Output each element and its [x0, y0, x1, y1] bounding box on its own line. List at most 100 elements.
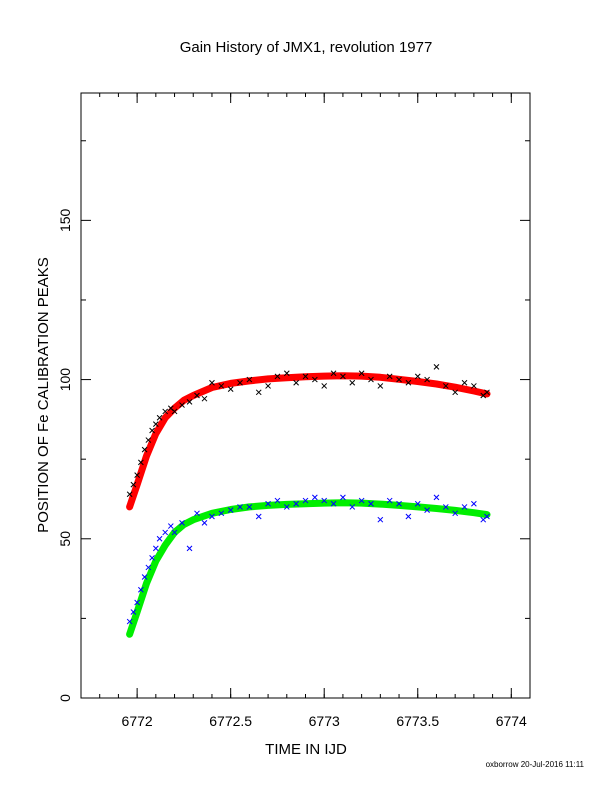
data-point-marker [433, 363, 440, 370]
data-point-marker [138, 459, 144, 466]
data-point-marker [145, 437, 152, 443]
data-point-marker [321, 383, 328, 389]
data-point-marker [167, 523, 174, 529]
data-point-marker [349, 379, 356, 386]
data-point-marker [368, 500, 374, 507]
data-point-marker [293, 500, 299, 507]
data-point-marker [134, 599, 140, 606]
data-point-marker [461, 504, 468, 510]
data-point-marker [283, 504, 290, 510]
data-point-marker [293, 379, 299, 386]
data-point-marker [377, 516, 384, 523]
data-point-marker [134, 472, 140, 478]
data-point-marker [396, 500, 402, 507]
data-point-marker [302, 497, 309, 504]
data-point-marker [484, 389, 490, 396]
data-point-marker [156, 414, 163, 421]
y-tick-label: 100 [57, 368, 73, 392]
data-point-marker [330, 370, 337, 377]
data-point-marker [179, 402, 185, 408]
data-point-marker [312, 376, 318, 383]
data-point-marker [386, 373, 393, 380]
data-point-marker [471, 500, 477, 507]
data-point-marker [201, 520, 208, 526]
data-point-marker [461, 379, 468, 386]
x-tick-label: 6772 [122, 713, 153, 729]
data-point-marker [265, 383, 271, 389]
x-axis-label: TIME IN IJD [265, 741, 347, 758]
footer-stamp: oxborrow 20-Jul-2016 11:11 [486, 760, 585, 769]
data-point-marker [126, 618, 133, 625]
fit-curves [126, 372, 491, 638]
data-point-marker [283, 370, 290, 377]
data-point-marker [145, 564, 152, 571]
data-point-marker [130, 609, 137, 615]
y-tick-label: 150 [57, 208, 73, 232]
data-point-marker [452, 510, 459, 517]
data-point-marker [186, 399, 193, 405]
data-point-marker [484, 513, 490, 520]
data-point-marker [179, 520, 185, 526]
data-point-marker [194, 510, 200, 517]
data-point-marker [171, 408, 178, 415]
data-point-marker [424, 507, 430, 513]
x-tick-label: 6772.5 [209, 713, 252, 729]
data-point-marker [149, 427, 155, 434]
axis-ticks: 6772 6772.5 6773 6773.5 6774 0 50 100 150 [57, 93, 530, 729]
data-point-marker [218, 510, 225, 517]
data-point-marker [194, 392, 200, 399]
data-point-marker [340, 373, 346, 380]
data-point-marker [265, 500, 271, 507]
data-point-marker [156, 535, 163, 542]
data-point-marker [255, 513, 262, 520]
data-point-marker [237, 379, 243, 386]
data-point-marker [149, 555, 155, 561]
data-points [126, 363, 490, 625]
data-point-marker [396, 376, 402, 383]
data-point-marker [330, 500, 337, 507]
data-point-marker [274, 497, 281, 504]
data-point-marker [227, 386, 234, 392]
data-point-marker [227, 507, 234, 513]
chart-title: Gain History of JMX1, revolution 1977 [180, 39, 433, 56]
data-point-marker [368, 376, 374, 383]
data-point-marker [274, 373, 281, 380]
data-point-marker [452, 389, 459, 396]
data-point-marker [186, 545, 193, 552]
data-point-marker [141, 574, 148, 580]
data-point-marker [152, 545, 159, 552]
data-point-marker [152, 421, 159, 428]
data-point-marker [340, 494, 346, 501]
data-point-marker [358, 370, 365, 377]
data-point-marker [171, 529, 178, 536]
data-point-marker [405, 513, 412, 520]
data-point-marker [246, 376, 253, 383]
y-tick-label: 0 [57, 694, 73, 702]
data-point-marker [246, 504, 253, 510]
data-point-marker [302, 373, 309, 380]
data-point-marker [126, 491, 133, 498]
fit-curve [126, 499, 491, 638]
data-point-marker [130, 481, 137, 488]
data-point-marker [237, 504, 243, 510]
data-point-marker [442, 383, 449, 389]
x-tick-label: 6773 [309, 713, 340, 729]
data-point-marker [138, 586, 144, 593]
data-point-marker [141, 446, 148, 453]
data-point-marker [424, 376, 430, 383]
data-point-marker [414, 500, 421, 507]
data-point-marker [377, 383, 384, 389]
data-point-marker [201, 395, 208, 402]
data-point-marker [209, 379, 215, 386]
data-point-marker [162, 529, 169, 536]
data-point-marker [358, 497, 365, 504]
data-point-marker [471, 383, 477, 389]
data-point-marker [433, 494, 440, 501]
data-point-marker [386, 497, 393, 504]
data-point-marker [405, 379, 412, 386]
y-axis-label: POSITION OF Fe CALIBRATION PEAKS [35, 257, 52, 533]
plot-frame [80, 92, 531, 699]
data-point-marker [218, 383, 225, 389]
data-point-marker [312, 494, 318, 501]
